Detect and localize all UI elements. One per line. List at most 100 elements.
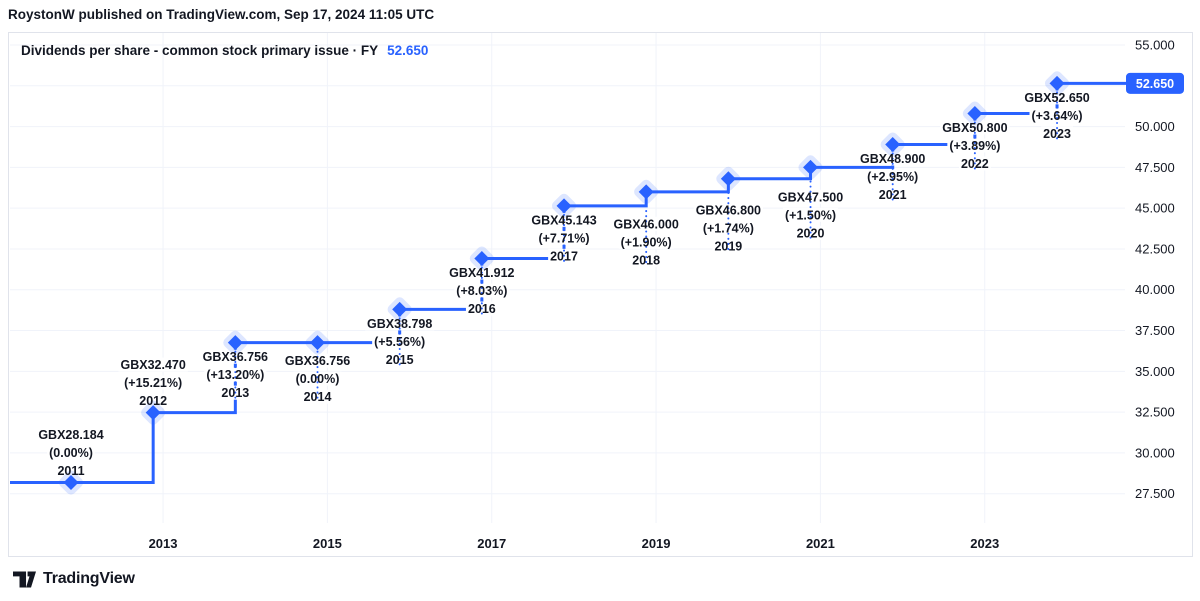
data-point-label: (+7.71%) xyxy=(538,231,589,245)
data-label-background xyxy=(36,427,106,442)
data-point-label: 2022 xyxy=(961,157,989,171)
y-axis-label: 45.000 xyxy=(1135,201,1175,216)
data-label-background xyxy=(122,375,185,390)
data-label-background xyxy=(865,169,921,184)
tradingview-brand-text: TradingView xyxy=(43,570,135,587)
data-point-label: 2023 xyxy=(1043,127,1071,141)
data-point-label: 2020 xyxy=(797,226,825,240)
data-label-background xyxy=(1029,108,1085,123)
data-label-background xyxy=(693,202,764,217)
price-badge xyxy=(1126,72,1184,94)
tradingview-attribution[interactable]: TradingView xyxy=(13,570,135,588)
x-axis-label: 2019 xyxy=(642,536,671,551)
marker-diamond[interactable] xyxy=(63,475,79,491)
marker-diamond[interactable] xyxy=(803,159,819,175)
grid-layer xyxy=(10,33,1125,523)
data-label-background xyxy=(536,230,592,245)
marker-diamond[interactable] xyxy=(392,301,408,317)
y-axis-label: 27.500 xyxy=(1135,486,1175,501)
data-point-label: GBX52.650 xyxy=(1024,91,1089,105)
marker-diamond[interactable] xyxy=(1049,75,1065,91)
data-point-label: GBX45.143 xyxy=(531,213,596,227)
data-label-background xyxy=(282,353,353,368)
price-badge-layer: 52.650 xyxy=(1126,72,1184,94)
label-text-layer: GBX28.184 (0.00%) 2011 GBX32.470 (+15.21%) 20… xyxy=(38,91,1089,478)
data-label-background xyxy=(372,334,428,349)
x-axis-label: 2023 xyxy=(970,536,999,551)
y-axis-label: 50.000 xyxy=(1135,119,1175,134)
data-label-background xyxy=(293,371,342,386)
chart-widget: 55.000 50.000 47.500 45.000 42.500 40.000 37.5… xyxy=(8,32,1193,557)
marker-diamond[interactable] xyxy=(145,405,161,421)
data-point-label: (+3.89%) xyxy=(949,139,1000,153)
data-point-label: 2012 xyxy=(139,394,167,408)
publish-attribution: RoystonW published on TradingView.com, S… xyxy=(8,7,435,22)
data-point-label: (+1.50%) xyxy=(785,208,836,222)
data-point-label: (0.00%) xyxy=(49,446,93,460)
legend-title: Dividends per share - common stock prima… xyxy=(21,43,379,58)
data-label-background xyxy=(782,207,839,222)
legend-value: 52.650 xyxy=(387,43,429,58)
data-point-label: 2016 xyxy=(468,302,496,316)
marker-diamond[interactable] xyxy=(720,171,736,187)
data-point-label: GBX46.000 xyxy=(614,217,679,231)
marker-diamond[interactable] xyxy=(227,335,243,351)
data-point-label: (+3.64%) xyxy=(1032,109,1083,123)
data-point-label: 2011 xyxy=(57,464,84,478)
marker-diamond[interactable] xyxy=(310,335,326,351)
marker-diamond[interactable] xyxy=(638,184,654,200)
data-point-label: 2018 xyxy=(632,253,660,267)
data-label-background xyxy=(712,238,745,253)
data-label-background xyxy=(47,445,95,460)
data-point-label: (+2.95%) xyxy=(867,170,918,184)
marker-diamond[interactable] xyxy=(474,251,490,267)
marker-diamond[interactable] xyxy=(885,137,901,153)
y-axis-label: 42.500 xyxy=(1135,241,1175,256)
data-point-label: GBX46.800 xyxy=(696,203,761,217)
y-axis-label: 47.500 xyxy=(1135,160,1175,175)
data-label-background xyxy=(947,138,1003,153)
data-point-label: 2015 xyxy=(386,353,414,367)
data-label-background xyxy=(55,463,87,478)
y-axis-label: 37.500 xyxy=(1135,323,1175,338)
marker-diamond[interactable] xyxy=(967,106,983,122)
data-point-label: 2019 xyxy=(714,239,742,253)
data-point-label: GBX50.800 xyxy=(942,121,1007,135)
chart-canvas[interactable]: 55.000 50.000 47.500 45.000 42.500 40.000 37.5… xyxy=(9,33,1193,557)
data-label-background xyxy=(204,367,267,382)
data-point-label: (+13.20%) xyxy=(206,368,264,382)
chart-legend: Dividends per share - common stock prima… xyxy=(21,43,428,58)
marker-diamond[interactable] xyxy=(556,198,572,214)
price-badge-value: 52.650 xyxy=(1136,77,1174,91)
data-label-background xyxy=(630,252,663,267)
y-axis-label: 35.000 xyxy=(1135,364,1175,379)
data-point-label: GBX38.798 xyxy=(367,317,432,331)
x-axis-label: 2021 xyxy=(806,536,835,551)
data-point-label: GBX28.184 xyxy=(38,428,103,442)
data-label-background xyxy=(118,357,188,372)
x-axis-label: 2017 xyxy=(477,536,506,551)
data-point-label: GBX36.756 xyxy=(203,350,268,364)
data-point-label: GBX36.756 xyxy=(285,354,350,368)
label-background-layer xyxy=(36,90,1092,478)
marker-layer xyxy=(58,71,1070,495)
y-axis-label: 30.000 xyxy=(1135,445,1175,460)
data-label-background xyxy=(454,283,510,298)
data-point-label: (+15.21%) xyxy=(124,376,182,390)
tradingview-logo-icon xyxy=(13,570,36,588)
data-point-label: 2014 xyxy=(304,390,332,404)
axis-layer: 55.000 50.000 47.500 45.000 42.500 40.000 37.5… xyxy=(149,38,1175,552)
y-axis-label: 55.000 xyxy=(1135,38,1175,53)
y-axis-label: 32.500 xyxy=(1135,405,1175,420)
x-axis-label: 2015 xyxy=(313,536,342,551)
data-point-label: 2017 xyxy=(550,249,578,263)
data-point-label: (+1.90%) xyxy=(621,235,672,249)
data-point-label: GBX47.500 xyxy=(778,190,843,204)
data-point-label: (+1.74%) xyxy=(703,221,754,235)
data-point-label: (+8.03%) xyxy=(456,284,507,298)
x-axis-label: 2013 xyxy=(149,536,178,551)
data-label-background xyxy=(137,393,170,408)
data-label-background xyxy=(611,216,681,231)
data-point-label: GBX48.900 xyxy=(860,152,925,166)
